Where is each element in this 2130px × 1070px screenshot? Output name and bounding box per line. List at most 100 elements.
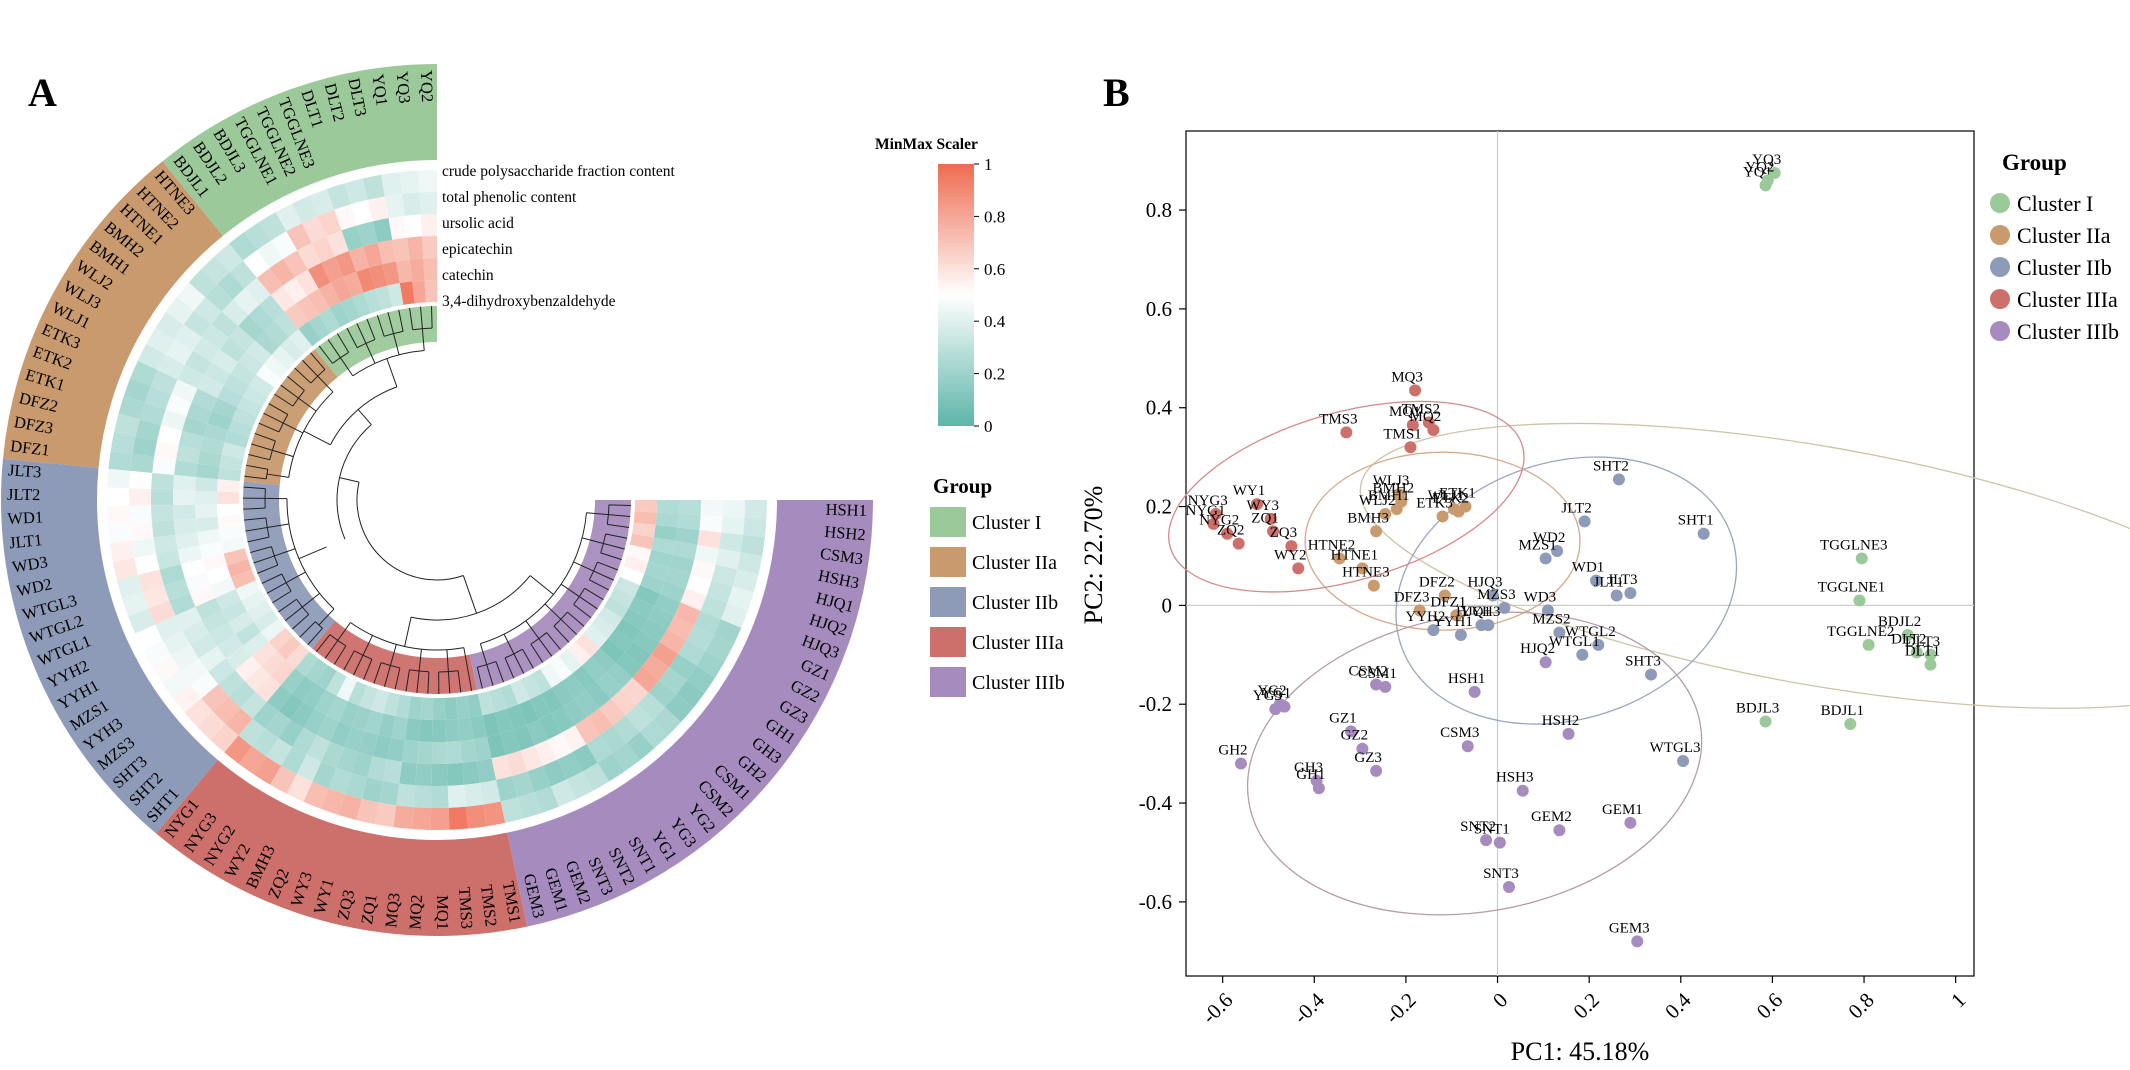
- heatmap-cell: [566, 771, 593, 800]
- heatmap-cell: [210, 723, 239, 753]
- heatmap-cell: [281, 668, 306, 694]
- heatmap-cell: [358, 730, 379, 757]
- heatmap-cell: [603, 596, 629, 619]
- dendrogram-branch: [504, 648, 523, 659]
- heatmap-cell: [114, 413, 140, 437]
- heatmap-cell: [639, 573, 666, 594]
- scatter-point: [1516, 784, 1529, 797]
- heatmap-cell: [175, 531, 200, 550]
- heatmap-cell: [369, 264, 388, 289]
- heatmap-cell: [511, 771, 535, 798]
- heatmap-cell: [205, 284, 233, 312]
- dendrogram-branch: [530, 643, 544, 663]
- point-label: YQ3: [1752, 152, 1781, 168]
- heatmap-cell: [274, 312, 299, 338]
- dendrogram-branch: [418, 649, 422, 672]
- heatmap-cell: [203, 423, 229, 443]
- sample-label: MQ2: [405, 894, 426, 930]
- heatmap-cell: [290, 701, 315, 728]
- heatmap-cell: [388, 215, 408, 240]
- scatter-point: [1631, 935, 1644, 948]
- scatter-point: [1539, 656, 1552, 669]
- heatmap-cell: [694, 544, 719, 565]
- dendrogram-group-band: [242, 481, 336, 649]
- heatmap-cell: [173, 475, 197, 491]
- heatmap-cell: [518, 699, 540, 725]
- dendrogram-branch: [307, 627, 323, 646]
- heatmap-cell: [256, 267, 283, 295]
- heatmap-cell: [423, 258, 437, 281]
- heatmap-cell: [482, 712, 501, 737]
- dendrogram-branch: [280, 384, 299, 399]
- heatmap-cell: [118, 395, 145, 420]
- heatmap-cell: [266, 685, 292, 712]
- heatmap-cell: [156, 549, 181, 570]
- x-tick-label: 0.6: [1752, 988, 1788, 1024]
- heatmap-cell: [341, 225, 364, 252]
- heatmap-cell: [627, 544, 652, 562]
- heatmap-cell: [231, 569, 256, 589]
- heatmap-cell: [146, 327, 175, 355]
- heatmap-cell: [309, 188, 335, 217]
- heatmap-cell: [306, 734, 331, 762]
- heatmap-cell: [542, 759, 567, 787]
- scatter-point: [1379, 680, 1392, 693]
- heatmap-cell: [244, 277, 271, 305]
- heatmap-cell: [641, 618, 668, 642]
- x-tick-label: 0.2: [1568, 988, 1604, 1024]
- heatmap-cell: [345, 772, 368, 799]
- heatmap-cell: [212, 397, 238, 419]
- heatmap-cell: [348, 246, 370, 272]
- scatter-point: [1480, 834, 1493, 847]
- heatmap-cell: [228, 418, 254, 438]
- scatter-point: [1551, 545, 1564, 558]
- dendrogram-branch: [257, 564, 278, 574]
- scatter-point: [1436, 510, 1449, 523]
- zero-lines: [1186, 131, 1974, 976]
- point-label: BDJL3: [1736, 701, 1779, 717]
- heatmap-cell: [325, 670, 347, 696]
- dendrogram-branch: [357, 409, 372, 425]
- heatmap-cell: [317, 209, 342, 237]
- dendrogram-branch: [607, 523, 630, 528]
- heatmap-cell: [165, 339, 194, 365]
- dendrogram-branch: [310, 369, 326, 384]
- heatmap-cell: [586, 735, 613, 763]
- heatmap-cell: [186, 402, 213, 424]
- heatmap-cell: [217, 479, 240, 493]
- heatmap-cell: [448, 806, 469, 830]
- heatmap-cell: [144, 386, 172, 410]
- point-label: GZ1: [1329, 710, 1357, 726]
- heatmap-cell: [464, 782, 484, 807]
- dendrogram-branch: [266, 473, 289, 478]
- heatmap-cell: [162, 670, 191, 698]
- heatmap-cell: [315, 664, 337, 690]
- heatmap-cell: [700, 500, 723, 517]
- heatmap-cell: [676, 680, 705, 708]
- y-tick-label: 0.8: [1146, 198, 1172, 222]
- heatmap-cell: [197, 711, 226, 740]
- heatmap-cell: [351, 292, 371, 318]
- scatter-point: [1759, 715, 1772, 728]
- heatmap-cell: [252, 701, 279, 729]
- heatmap-cell: [271, 231, 298, 259]
- heatmap-cell: [292, 195, 318, 224]
- heatmap-cell: [271, 345, 296, 370]
- heatmap-cell: [407, 236, 424, 260]
- y-tick-label: 0.4: [1146, 396, 1173, 420]
- scatter-point: [1234, 757, 1247, 770]
- heatmap-cell: [223, 373, 250, 397]
- heatmap-cell: [432, 719, 447, 742]
- heatmap-cell: [396, 783, 416, 808]
- scatter-point: [1761, 174, 1774, 187]
- heatmap-cell: [574, 690, 600, 718]
- heatmap-cell: [418, 170, 437, 193]
- heatmap-cell: [321, 741, 345, 768]
- heatmap-cell: [223, 548, 249, 566]
- scatter-point: [1340, 426, 1353, 439]
- heatmap-cell: [229, 232, 257, 261]
- heatmap-cell: [690, 559, 716, 581]
- color-scale-title: MinMax Scaler: [875, 136, 978, 153]
- point-label: WLJ2: [1359, 493, 1396, 509]
